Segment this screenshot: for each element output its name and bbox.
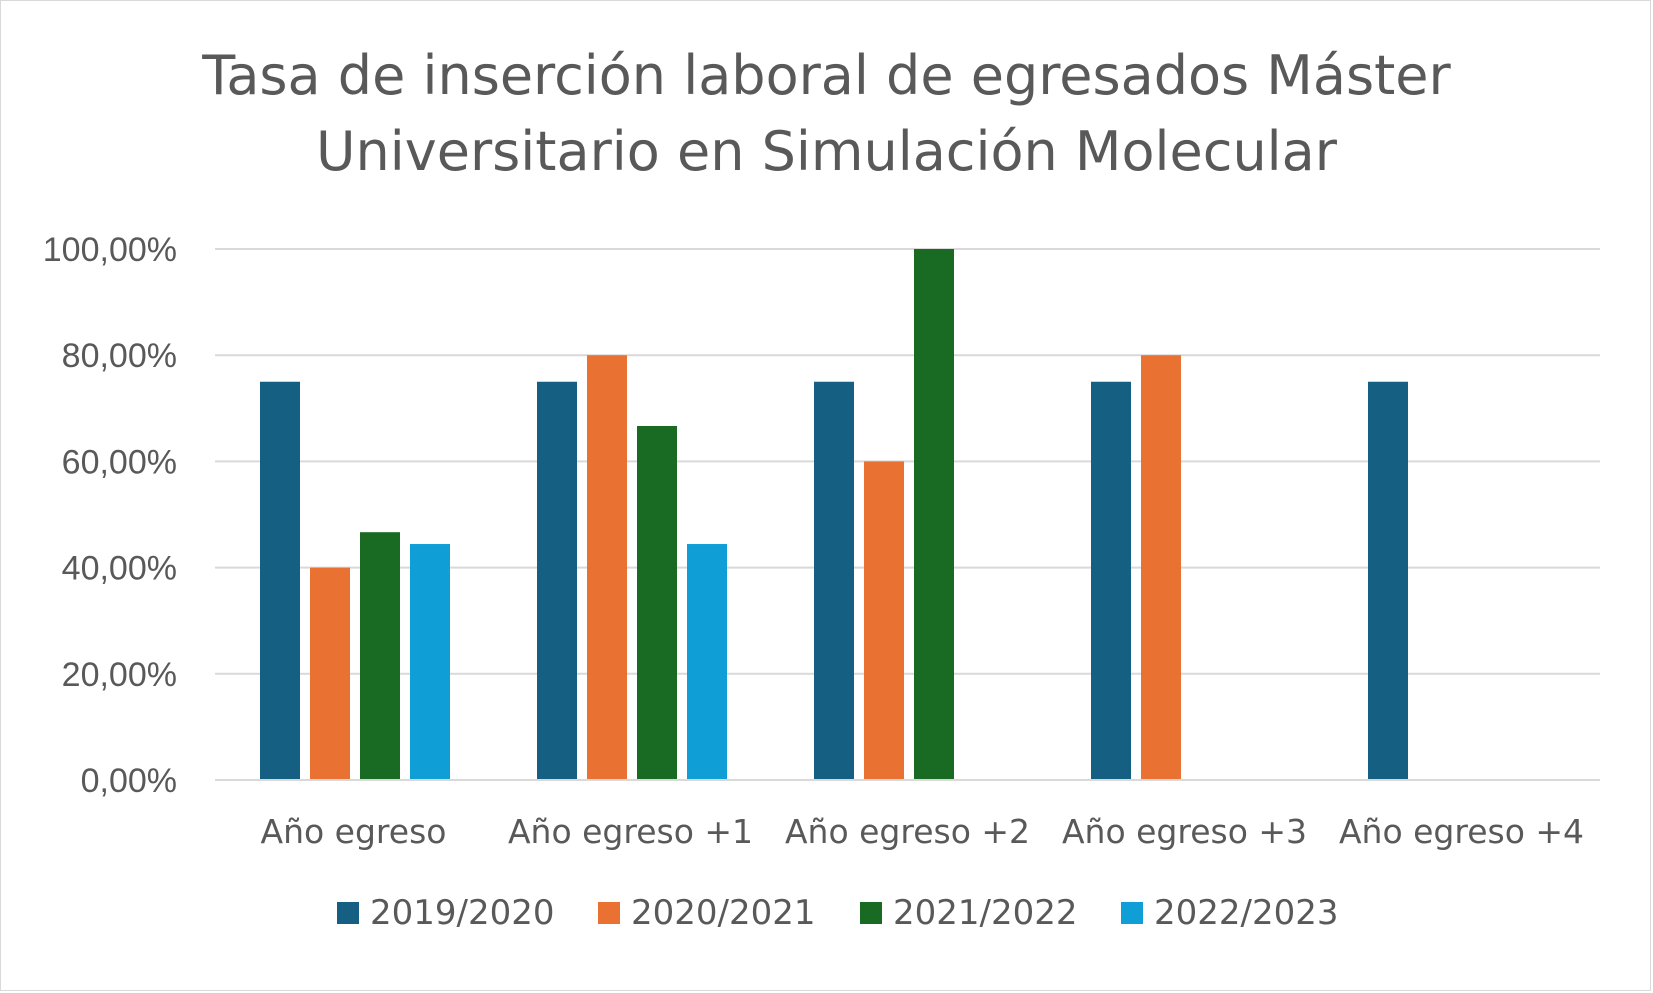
bar xyxy=(260,381,300,780)
legend-label: 2020/2021 xyxy=(631,893,816,933)
legend-swatch xyxy=(337,902,359,924)
y-tick-label: 80,00% xyxy=(62,337,177,375)
bar xyxy=(914,249,954,780)
y-tick-label: 0,00% xyxy=(81,762,177,800)
bar xyxy=(410,544,450,780)
y-tick-label: 20,00% xyxy=(62,656,177,694)
bar xyxy=(1091,381,1131,780)
x-tick-label: Año egreso +3 xyxy=(1062,812,1307,851)
bar xyxy=(310,567,350,780)
bar xyxy=(864,461,904,780)
legend-swatch xyxy=(860,902,882,924)
bar xyxy=(1368,381,1408,780)
legend-label: 2019/2020 xyxy=(370,893,555,933)
y-tick-label: 60,00% xyxy=(62,443,177,481)
legend-swatch xyxy=(1121,902,1143,924)
x-tick-label: Año egreso +1 xyxy=(508,812,753,851)
bar xyxy=(814,381,854,780)
legend-swatch xyxy=(598,902,620,924)
chart-title-line-1: Tasa de inserción laboral de egresados M… xyxy=(202,44,1451,107)
bar xyxy=(637,425,677,780)
bar xyxy=(1141,355,1181,780)
legend-label: 2021/2022 xyxy=(893,893,1078,933)
bar xyxy=(687,544,727,780)
y-tick-label: 40,00% xyxy=(62,550,177,588)
x-tick-label: Año egreso +4 xyxy=(1339,812,1584,851)
bar xyxy=(587,355,627,780)
bar xyxy=(537,381,577,780)
chart-title: Tasa de inserción laboral de egresados M… xyxy=(0,38,1653,190)
x-tick-label: Año egreso +2 xyxy=(785,812,1030,851)
x-tick-label: Año egreso xyxy=(261,812,447,851)
bar xyxy=(360,532,400,780)
chart-title-line-2: Universitario en Simulación Molecular xyxy=(316,120,1337,183)
legend-label: 2022/2023 xyxy=(1154,893,1339,933)
y-tick-label: 100,00% xyxy=(43,231,177,269)
